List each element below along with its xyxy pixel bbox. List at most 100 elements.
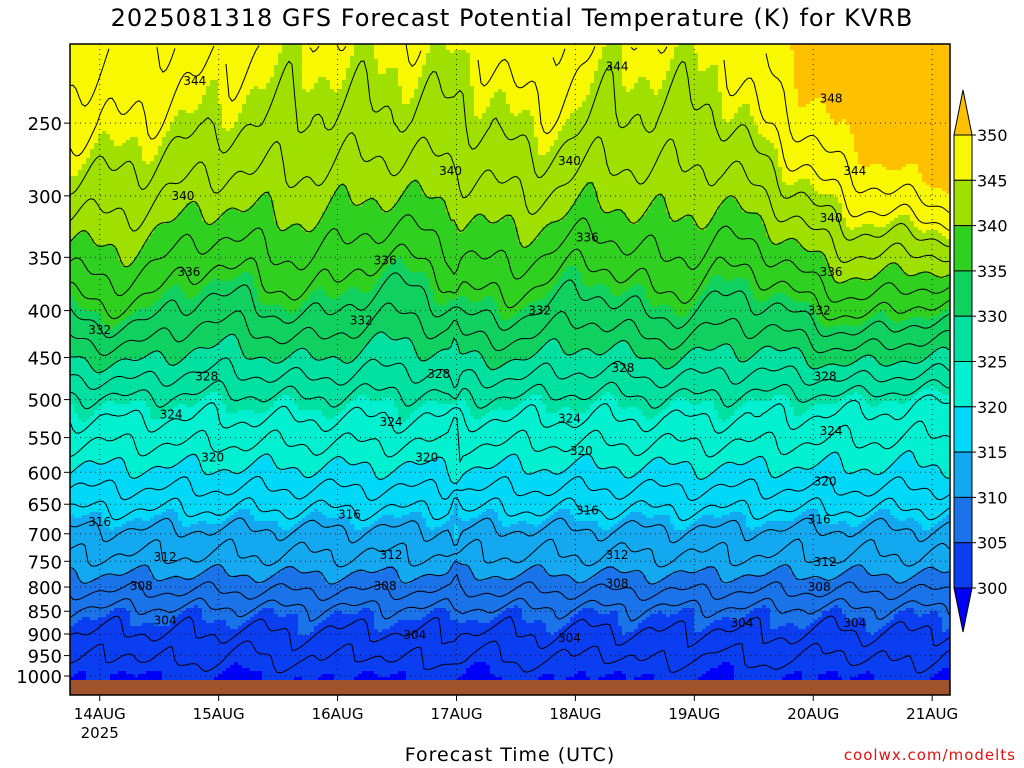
theta-fill-cell bbox=[434, 293, 547, 297]
theta-fill-cell bbox=[298, 308, 499, 312]
theta-fill-cell bbox=[186, 455, 199, 459]
theta-fill-cell bbox=[134, 260, 395, 264]
theta-fill-cell bbox=[70, 137, 99, 141]
theta-fill-cell bbox=[262, 671, 363, 675]
theta-fill-cell bbox=[770, 611, 823, 615]
theta-fill-cell bbox=[202, 287, 259, 291]
theta-fill-cell bbox=[630, 512, 643, 516]
theta-fill-cell bbox=[646, 515, 655, 519]
theta-fill-cell bbox=[738, 200, 839, 204]
theta-fill-cell bbox=[902, 266, 950, 270]
theta-fill-cell bbox=[574, 203, 599, 207]
theta-fill-cell bbox=[238, 116, 479, 120]
theta-fill-cell bbox=[450, 215, 475, 219]
theta-fill-cell bbox=[622, 56, 675, 60]
theta-fill-cell bbox=[334, 194, 351, 198]
theta-fill-cell bbox=[722, 662, 731, 666]
theta-fill-cell bbox=[98, 617, 131, 621]
theta-fill-cell bbox=[882, 401, 899, 405]
theta-fill-cell bbox=[510, 317, 819, 321]
theta-fill-cell bbox=[694, 50, 795, 54]
theta-fill-cell bbox=[422, 404, 467, 408]
x-tick-label: 17AUG bbox=[431, 705, 483, 723]
theta-fill-cell bbox=[182, 290, 203, 294]
theta-fill-cell bbox=[266, 83, 303, 87]
theta-fill-cell bbox=[78, 233, 91, 237]
theta-fill-cell bbox=[202, 470, 219, 474]
theta-fill-cell bbox=[802, 413, 950, 417]
theta-fill-cell bbox=[546, 572, 599, 576]
theta-fill-cell bbox=[426, 59, 471, 63]
theta-fill-cell bbox=[942, 311, 950, 315]
theta-fill-cell bbox=[702, 515, 715, 519]
theta-fill-cell bbox=[902, 320, 950, 324]
theta-fill-cell bbox=[82, 419, 87, 423]
credit-link[interactable]: coolwx.com/modelts bbox=[843, 746, 1016, 764]
theta-fill-cell bbox=[422, 188, 583, 192]
theta-fill-cell bbox=[174, 407, 227, 411]
theta-fill-cell bbox=[786, 470, 847, 474]
theta-fill-cell bbox=[318, 224, 459, 228]
theta-fill-cell bbox=[862, 566, 931, 570]
theta-fill-cell bbox=[578, 107, 723, 111]
theta-fill-cell bbox=[266, 578, 327, 582]
theta-fill-cell bbox=[338, 185, 347, 189]
theta-fill-cell bbox=[470, 221, 491, 225]
theta-fill-cell bbox=[494, 464, 523, 468]
theta-fill-cell bbox=[178, 515, 231, 519]
theta-fill-cell bbox=[70, 665, 231, 669]
theta-fill-cell bbox=[178, 110, 187, 114]
theta-fill-cell bbox=[426, 401, 439, 405]
theta-fill-cell bbox=[106, 521, 127, 525]
theta-fill-cell bbox=[898, 458, 915, 462]
theta-fill-cell bbox=[70, 602, 950, 606]
theta-fill-cell bbox=[302, 80, 319, 84]
theta-fill-cell bbox=[774, 242, 779, 246]
theta-fill-cell bbox=[414, 89, 475, 93]
theta-fill-cell bbox=[206, 620, 215, 624]
theta-fill-cell bbox=[378, 200, 399, 204]
theta-fill-cell bbox=[258, 293, 311, 297]
theta-fill-cell bbox=[186, 203, 199, 207]
theta-fill-cell bbox=[394, 470, 447, 474]
theta-fill-cell bbox=[590, 677, 599, 681]
theta-fill-cell bbox=[302, 83, 315, 87]
theta-fill-cell bbox=[714, 347, 735, 351]
theta-fill-cell bbox=[642, 512, 731, 516]
theta-fill-cell bbox=[542, 347, 563, 351]
theta-fill-cell bbox=[750, 110, 827, 114]
contour-label: 328 bbox=[612, 361, 635, 375]
theta-fill-cell bbox=[718, 569, 775, 573]
theta-fill-cell bbox=[814, 308, 947, 312]
theta-fill-cell bbox=[790, 401, 839, 405]
theta-fill-cell bbox=[134, 257, 399, 261]
theta-fill-cell bbox=[614, 524, 675, 528]
theta-fill-cell bbox=[342, 293, 435, 297]
theta-fill-cell bbox=[114, 458, 123, 462]
theta-fill-cell bbox=[70, 392, 211, 396]
theta-fill-cell bbox=[598, 677, 627, 681]
theta-fill-cell bbox=[738, 110, 751, 114]
theta-fill-cell bbox=[646, 296, 699, 300]
theta-fill-cell bbox=[834, 122, 839, 126]
theta-fill-cell bbox=[442, 197, 579, 201]
theta-fill-cell bbox=[70, 140, 99, 144]
theta-fill-cell bbox=[450, 299, 471, 303]
theta-fill-cell bbox=[398, 671, 407, 675]
theta-fill-cell bbox=[686, 527, 751, 531]
theta-fill-cell bbox=[222, 215, 275, 219]
theta-fill-cell bbox=[70, 299, 75, 303]
theta-fill-cell bbox=[138, 476, 307, 480]
theta-fill-cell bbox=[914, 575, 950, 579]
theta-fill-cell bbox=[70, 224, 159, 228]
theta-fill-cell bbox=[694, 302, 811, 306]
theta-fill-cell bbox=[722, 464, 767, 468]
theta-fill-cell bbox=[462, 473, 623, 477]
theta-fill-cell bbox=[218, 101, 247, 105]
theta-fill-cell bbox=[718, 68, 795, 72]
theta-fill-cell bbox=[78, 413, 95, 417]
theta-fill-cell bbox=[610, 611, 619, 615]
theta-fill-cell bbox=[378, 71, 387, 75]
theta-fill-cell bbox=[570, 617, 619, 621]
theta-fill-cell bbox=[242, 104, 475, 108]
